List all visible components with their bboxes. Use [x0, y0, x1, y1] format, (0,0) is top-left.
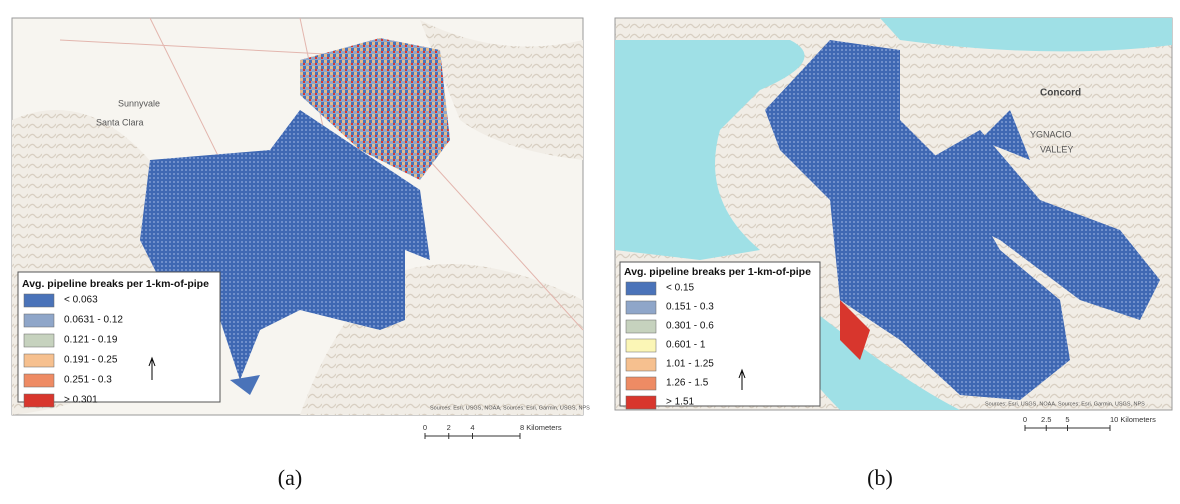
- network-area: [840, 300, 870, 360]
- legend-swatch: [625, 300, 657, 315]
- legend-swatch: [625, 281, 657, 296]
- scale-bar: 0 2 4 8 Kilometers: [423, 423, 562, 439]
- legend-label: 1.26 - 1.5: [666, 378, 709, 389]
- legend-swatch: [23, 313, 55, 328]
- panel-a: Sunnyvale Santa Clara Sources: Esri, USG…: [11, 17, 590, 490]
- scale-label: 4: [470, 423, 474, 432]
- legend-swatch: [625, 357, 657, 372]
- scale-label: 2: [447, 423, 451, 432]
- legend-label: 0.601 - 1: [666, 340, 706, 351]
- legend-swatch: [23, 393, 55, 408]
- place-label: VALLEY: [1040, 144, 1073, 154]
- legend-title: Avg. pipeline breaks per 1-km-of-pipe: [624, 266, 811, 278]
- legend-label: 0.151 - 0.3: [666, 302, 714, 313]
- scale-bar: 0 2.5 5 10 Kilometers: [1023, 415, 1156, 431]
- legend-label: 1.01 - 1.25: [666, 359, 714, 370]
- place-label: Concord: [1040, 88, 1081, 99]
- legend-swatch: [23, 373, 55, 388]
- network-area: [910, 130, 1160, 320]
- legend-label: 0.121 - 0.19: [64, 335, 118, 346]
- water: [880, 18, 1172, 52]
- legend-label: 0.301 - 0.6: [666, 321, 714, 332]
- legend-label: < 0.063: [64, 295, 98, 306]
- place-label: Santa Clara: [96, 117, 144, 127]
- legend-swatch: [625, 338, 657, 353]
- north-arrow: [738, 368, 746, 390]
- network-area: [230, 375, 260, 395]
- scale-label: 5: [1065, 415, 1069, 424]
- legend-label: > 0.301: [64, 395, 98, 406]
- legend-swatch: [625, 395, 657, 410]
- caption: (a): [278, 465, 302, 490]
- water: [615, 40, 805, 260]
- attribution: Sources: Esri, USGS, NOAA, Sources: Esri…: [985, 401, 1145, 407]
- caption: (b): [867, 465, 893, 490]
- legend-swatch: [625, 319, 657, 334]
- scale-label: 0: [1023, 415, 1027, 424]
- legend-label: < 0.15: [666, 283, 695, 294]
- place-label: YGNACIO: [1030, 129, 1072, 139]
- place-label: Sunnyvale: [118, 98, 160, 108]
- legend-swatch: [23, 333, 55, 348]
- legend-items: Avg. pipeline breaks per 1-km-of-pipe < 0…: [22, 278, 209, 408]
- north-arrow: [148, 356, 156, 380]
- legend-label: > 1.51: [666, 397, 695, 408]
- terrain: [420, 20, 583, 160]
- legend-swatch: [23, 293, 55, 308]
- legend-swatch: [23, 353, 55, 368]
- attribution: Sources: Esri, USGS, NOAA, Sources: Esri…: [430, 405, 590, 411]
- legend-label: 0.0631 - 0.12: [64, 315, 123, 326]
- network-area: [765, 40, 1070, 400]
- network-area: [980, 110, 1030, 160]
- legend-items: Avg. pipeline breaks per 1-km-of-pipe < 0…: [624, 266, 811, 410]
- road: [59, 17, 584, 331]
- panel-b: Concord YGNACIO VALLEY Sources: Esri, US…: [614, 17, 1173, 490]
- scale-label: 0: [423, 423, 427, 432]
- scale-label: 10 Kilometers: [1110, 415, 1156, 424]
- scale-label: 2.5: [1041, 415, 1051, 424]
- scale-label: 8 Kilometers: [520, 423, 562, 432]
- legend-title: Avg. pipeline breaks per 1-km-of-pipe: [22, 278, 209, 290]
- legend-label: 0.251 - 0.3: [64, 375, 112, 386]
- legend-label: 0.191 - 0.25: [64, 355, 118, 366]
- legend-swatch: [625, 376, 657, 391]
- network-area: [300, 38, 450, 180]
